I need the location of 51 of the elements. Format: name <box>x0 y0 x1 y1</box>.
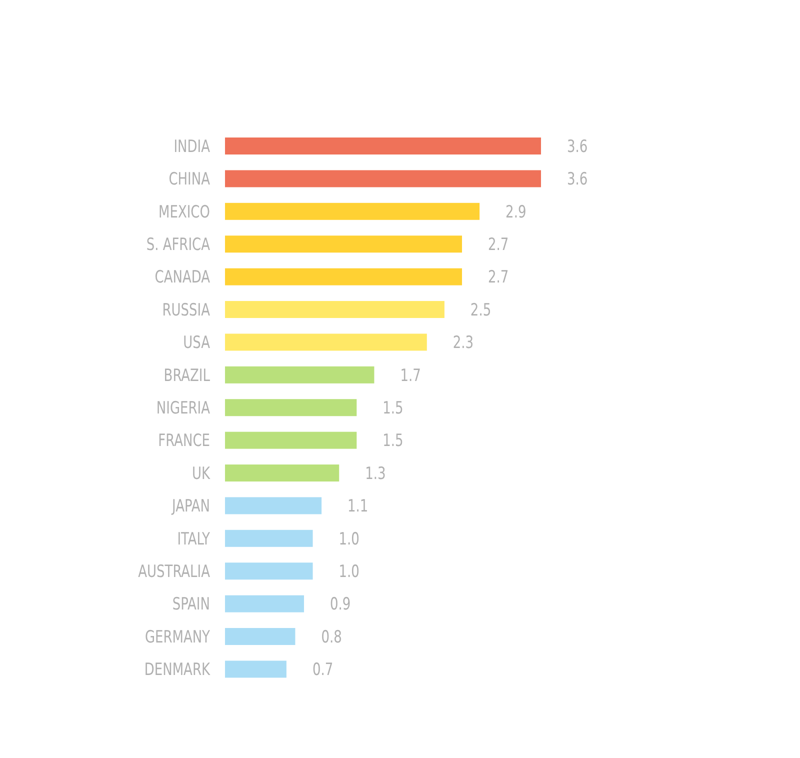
bar <box>225 202 480 220</box>
data-label: 1.5 <box>382 430 404 451</box>
bar <box>225 432 357 449</box>
data-label: 1.0 <box>338 560 360 582</box>
y-tick-label: INDIA <box>174 136 210 156</box>
bar <box>225 301 444 318</box>
bar <box>225 170 541 188</box>
data-label: 2.3 <box>452 332 474 352</box>
bar <box>225 236 462 253</box>
data-label: 0.9 <box>330 594 351 614</box>
y-tick-label: NIGERIA <box>156 397 210 418</box>
bar <box>225 530 313 547</box>
bar <box>225 562 313 580</box>
data-label: 3.6 <box>567 168 588 189</box>
data-label: 2.5 <box>470 299 492 320</box>
y-tick-label: RUSSIA <box>162 299 210 320</box>
y-tick-label: AUSTRALIA <box>138 560 210 582</box>
data-label: 0.7 <box>312 658 334 680</box>
bar <box>225 595 304 612</box>
bar <box>225 334 427 351</box>
data-label: 2.7 <box>488 234 509 254</box>
data-label: 2.9 <box>506 201 526 222</box>
data-label: 3.6 <box>567 136 588 156</box>
data-label: 1.7 <box>400 364 421 386</box>
y-tick-label: DENMARK <box>144 658 211 680</box>
y-tick-label: S. AFRICA <box>146 234 210 254</box>
y-tick-label: FRANCE <box>158 430 210 451</box>
data-label: 2.7 <box>488 266 509 288</box>
bar <box>225 366 374 384</box>
y-tick-label: USA <box>183 332 210 352</box>
bar <box>225 268 462 286</box>
data-label: 0.8 <box>321 626 342 647</box>
data-label: 1.3 <box>365 462 386 484</box>
y-tick-label: BRAZIL <box>164 364 210 386</box>
bar <box>225 497 322 514</box>
data-label: 1.1 <box>348 495 368 516</box>
bar <box>225 138 541 154</box>
bar <box>225 399 357 416</box>
y-tick-label: GERMANY <box>144 626 210 647</box>
y-tick-label: UK <box>192 462 211 484</box>
data-label: 1.0 <box>338 528 360 549</box>
y-tick-label: SPAIN <box>172 594 210 614</box>
y-tick-label: CANADA <box>154 266 210 288</box>
y-tick-label: ITALY <box>177 528 210 549</box>
y-tick-label: MEXICO <box>158 201 210 222</box>
bar <box>225 464 340 482</box>
y-tick-label: JAPAN <box>171 495 210 516</box>
data-label: 1.5 <box>382 397 404 418</box>
bar <box>225 660 286 678</box>
y-tick-label: CHINA <box>168 168 210 189</box>
bar <box>225 628 296 645</box>
